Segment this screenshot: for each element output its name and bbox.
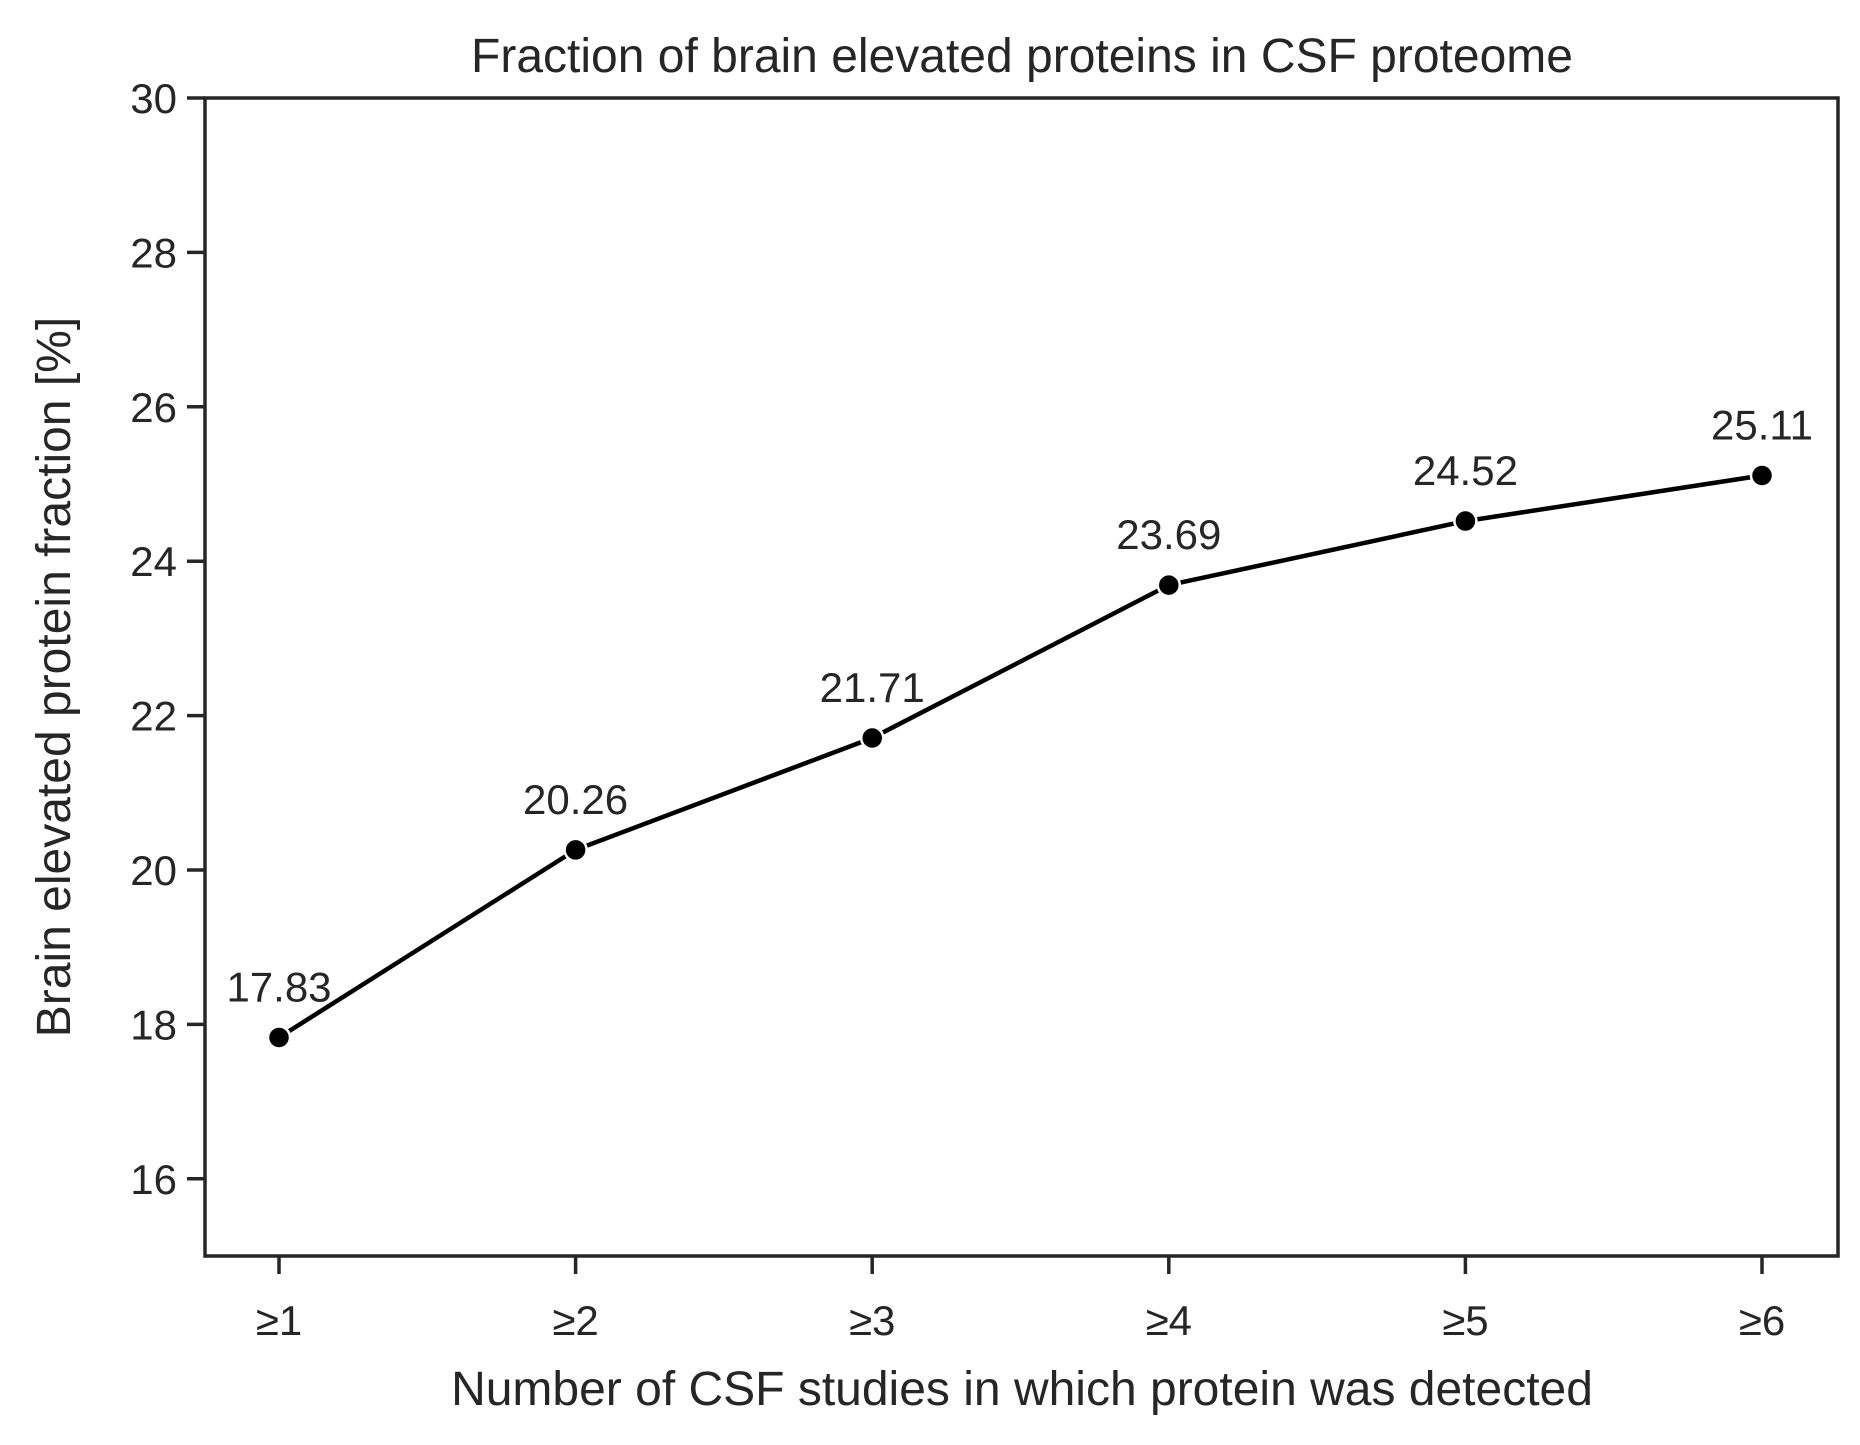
data-point <box>1749 463 1775 488</box>
x-axis-ticks: ≥1 ≥2 ≥3 ≥4 ≥5 ≥6 <box>256 1256 1785 1344</box>
data-label: 20.26 <box>523 776 628 823</box>
series-markers <box>266 463 1775 1050</box>
data-label: 24.52 <box>1413 447 1518 494</box>
y-tick-label: 30 <box>130 75 177 122</box>
x-tick-label: ≥2 <box>552 1297 598 1344</box>
data-label: 25.11 <box>1711 402 1813 449</box>
y-axis-ticks: 16 18 20 22 24 26 28 30 <box>130 75 205 1203</box>
x-tick-label: ≥1 <box>256 1297 302 1344</box>
y-tick-label: 24 <box>130 538 177 585</box>
plot-area-frame <box>203 96 1840 1258</box>
series-line <box>276 473 1765 1040</box>
data-point <box>1156 572 1182 598</box>
data-labels: 17.83 20.26 21.71 23.69 24.52 25.11 <box>226 402 1813 1011</box>
x-tick-label: ≥3 <box>849 1297 895 1344</box>
x-axis-label: Number of CSF studies in which protein w… <box>451 1363 1593 1416</box>
data-point <box>859 725 885 751</box>
y-tick-label: 16 <box>130 1156 177 1203</box>
data-label: 21.71 <box>820 664 925 711</box>
y-tick-label: 20 <box>130 847 177 894</box>
data-label: 17.83 <box>226 964 331 1011</box>
y-axis-label: Brain elevated protein fraction [%] <box>28 317 81 1037</box>
data-label: 23.69 <box>1116 511 1221 558</box>
x-tick-label: ≥6 <box>1739 1297 1785 1344</box>
y-tick-label: 18 <box>130 1001 177 1048</box>
data-point <box>266 1025 292 1050</box>
chart-title: Fraction of brain elevated proteins in C… <box>471 30 1573 83</box>
y-tick-label: 26 <box>130 384 177 431</box>
x-tick-label: ≥4 <box>1146 1297 1192 1344</box>
data-point <box>1453 508 1478 534</box>
y-tick-label: 28 <box>130 229 177 276</box>
data-point <box>563 837 588 863</box>
y-tick-label: 22 <box>130 693 177 740</box>
x-tick-label: ≥5 <box>1442 1297 1488 1344</box>
